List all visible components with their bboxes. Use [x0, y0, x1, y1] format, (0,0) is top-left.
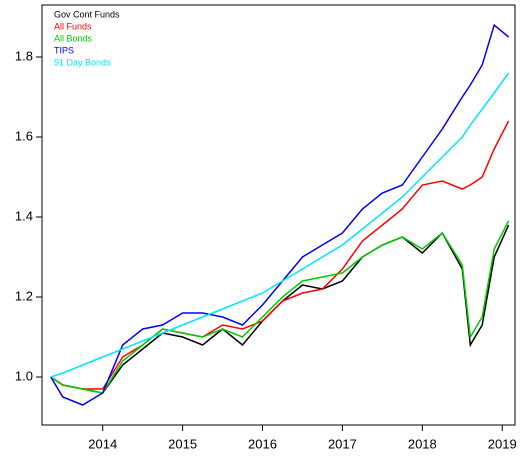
x-tick-label: 2017 [328, 436, 357, 451]
y-tick-label: 1.2 [15, 288, 33, 303]
x-tick-label: 2014 [88, 436, 117, 451]
legend-entry: All Funds [54, 21, 92, 31]
x-tick-label: 2018 [408, 436, 437, 451]
x-tick-label: 2019 [488, 436, 517, 451]
legend-entry: Gov Cont Funds [54, 9, 120, 19]
x-tick-label: 2015 [168, 436, 197, 451]
series-line [50, 220, 510, 394]
y-tick-label: 1.6 [15, 128, 33, 143]
x-tick-label: 2016 [248, 436, 277, 451]
legend-entry: 91 Day Bonds [54, 57, 111, 67]
series-line [50, 23, 510, 406]
y-tick-label: 1.4 [15, 208, 33, 223]
plot-frame [41, 4, 516, 426]
y-tick-label: 1.0 [15, 368, 33, 383]
legend-entry: All Bonds [54, 33, 93, 43]
series-line [50, 72, 510, 378]
series-line [50, 224, 510, 394]
y-tick-label: 1.8 [15, 48, 33, 63]
series-line [50, 120, 510, 390]
legend-entry: TIPS [54, 45, 74, 55]
